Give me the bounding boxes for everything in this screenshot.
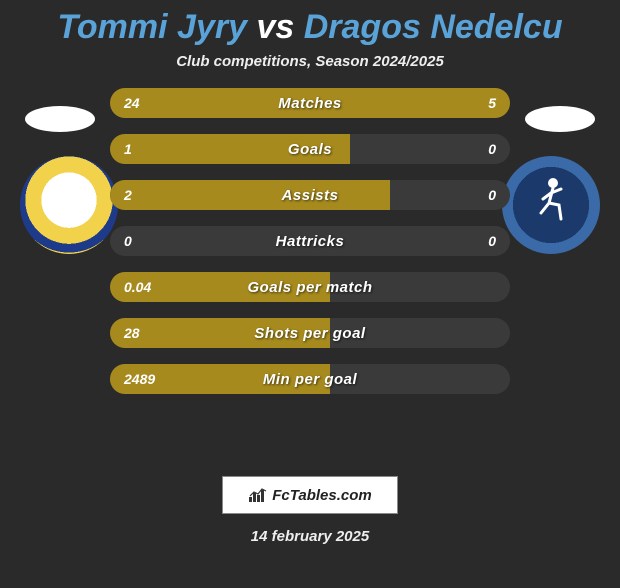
player1-card-ellipse (25, 106, 95, 132)
club-badge-right (502, 156, 600, 254)
subtitle: Club competitions, Season 2024/2025 (0, 53, 620, 70)
stat-row: 0.04Goals per match (110, 272, 510, 302)
chart-icon (248, 487, 268, 503)
stat-label: Shots per goal (110, 318, 510, 348)
stat-row: 10Goals (110, 134, 510, 164)
vs-text: vs (256, 8, 294, 46)
stat-label: Matches (110, 88, 510, 118)
runner-icon (531, 175, 571, 235)
player2-card-ellipse (525, 106, 595, 132)
stat-label: Assists (110, 180, 510, 210)
comparison-area: 245Matches 10Goals 20Assists 00Hattricks 0.0… (0, 88, 620, 468)
stat-label: Goals (110, 134, 510, 164)
stat-label: Min per goal (110, 364, 510, 394)
stat-label: Hattricks (110, 226, 510, 256)
stat-label: Goals per match (110, 272, 510, 302)
stat-row: 20Assists (110, 180, 510, 210)
brand-box: FcTables.com (222, 476, 398, 514)
brand-text: FcTables.com (272, 487, 371, 504)
stat-row: 2489Min per goal (110, 364, 510, 394)
stat-row: 245Matches (110, 88, 510, 118)
player2-name: Dragos Nedelcu (304, 8, 563, 46)
stat-row: 28Shots per goal (110, 318, 510, 348)
player1-name: Tommi Jyry (57, 8, 247, 46)
club-badge-left (20, 156, 118, 254)
stat-row: 00Hattricks (110, 226, 510, 256)
date-text: 14 february 2025 (0, 528, 620, 545)
stat-bars: 245Matches 10Goals 20Assists 00Hattricks 0.0… (110, 88, 510, 410)
page-title: Tommi Jyry vs Dragos Nedelcu (0, 8, 620, 47)
